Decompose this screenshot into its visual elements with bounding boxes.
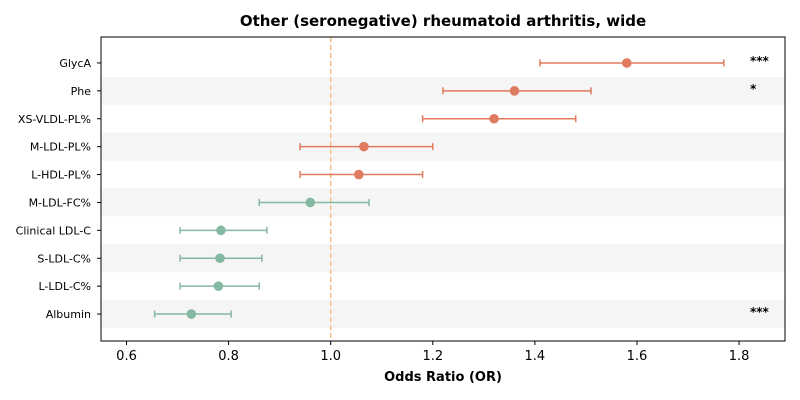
point-estimate	[359, 141, 369, 152]
row-band	[101, 132, 785, 161]
point-estimate	[489, 113, 499, 124]
point-estimate	[509, 86, 520, 96]
x-tick-label: 1.8	[729, 349, 750, 364]
x-tick-label: 0.6	[116, 349, 137, 364]
point-estimate	[215, 253, 225, 264]
x-tick-label: 1.4	[525, 349, 546, 364]
point-estimate	[213, 281, 224, 291]
x-tick-label: 1.6	[627, 349, 648, 364]
category-label: M-LDL-PL%	[30, 141, 91, 154]
point-estimate	[353, 169, 364, 180]
chart-title: Other (seronegative) rheumatoid arthriti…	[240, 12, 646, 30]
category-label: L-LDL-C%	[38, 280, 91, 293]
point-estimate	[216, 225, 226, 236]
axes: GlycA *** Phe * XS-VLDL-PL% M-LDL-PL% L-HDL-PL…	[16, 36, 786, 364]
category-label: Phe	[71, 85, 92, 98]
point-estimate	[621, 58, 632, 68]
row-band	[101, 188, 785, 217]
x-tick-label: 1.2	[422, 349, 443, 364]
category-label: M-LDL-FC%	[29, 196, 91, 209]
category-label: Clinical LDL-C	[16, 224, 92, 237]
row-bands	[101, 76, 785, 328]
point-estimate	[186, 309, 197, 319]
significance-label: ***	[750, 54, 770, 68]
x-tick-label: 0.8	[218, 349, 239, 364]
category-label: S-LDL-C%	[37, 252, 91, 265]
category-label: GlycA	[59, 57, 91, 70]
data-marks	[153, 58, 725, 319]
category-label: XS-VLDL-PL%	[18, 113, 91, 126]
category-label: L-HDL-PL%	[31, 169, 91, 182]
significance-label: *	[750, 82, 757, 96]
x-tick-label: 1.0	[320, 349, 341, 364]
category-label: Albumin	[46, 308, 91, 321]
point-estimate	[305, 197, 316, 208]
plot-frame	[100, 36, 786, 342]
significance-label: ***	[750, 305, 770, 319]
x-axis-label: Odds Ratio (OR)	[384, 370, 502, 385]
